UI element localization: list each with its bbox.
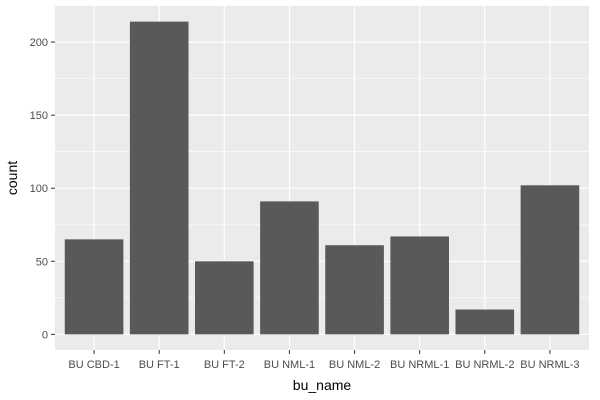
- x-tick-label: BU NML-2: [329, 359, 380, 371]
- y-axis-title: count: [4, 161, 20, 195]
- y-axis: 0 50 100 150 200: [30, 37, 55, 341]
- x-axis: BU CBD-1 BU FT-1 BU FT-2 BU NML-1 BU NML-2 BU…: [68, 350, 580, 371]
- bars: [64, 21, 580, 335]
- y-tick-label: 0: [42, 329, 48, 341]
- bar-bu-nml-1: [260, 201, 319, 335]
- bar-bu-nrml-3: [520, 185, 580, 335]
- y-tick-label: 150: [30, 110, 48, 122]
- x-tick-label: BU NRML-2: [455, 359, 514, 371]
- x-tick-label: BU CBD-1: [68, 359, 119, 371]
- x-tick-label: BU FT-1: [139, 359, 180, 371]
- x-tick-label: BU NRML-3: [520, 359, 579, 371]
- y-tick-label: 200: [30, 37, 48, 49]
- x-tick-label: BU NML-1: [264, 359, 315, 371]
- bar-bu-nrml-1: [390, 236, 449, 335]
- bar-bu-ft-1: [129, 21, 189, 335]
- y-tick-label: 100: [30, 183, 48, 195]
- bar-bu-ft-2: [195, 261, 254, 335]
- bar-bu-nrml-2: [455, 309, 515, 335]
- x-tick-label: BU FT-2: [204, 359, 245, 371]
- x-axis-title: bu_name: [293, 377, 352, 393]
- bar-bu-cbd-1: [64, 239, 124, 335]
- bar-bu-nml-2: [325, 245, 384, 335]
- x-tick-label: BU NRML-1: [390, 359, 449, 371]
- y-tick-label: 50: [36, 256, 48, 268]
